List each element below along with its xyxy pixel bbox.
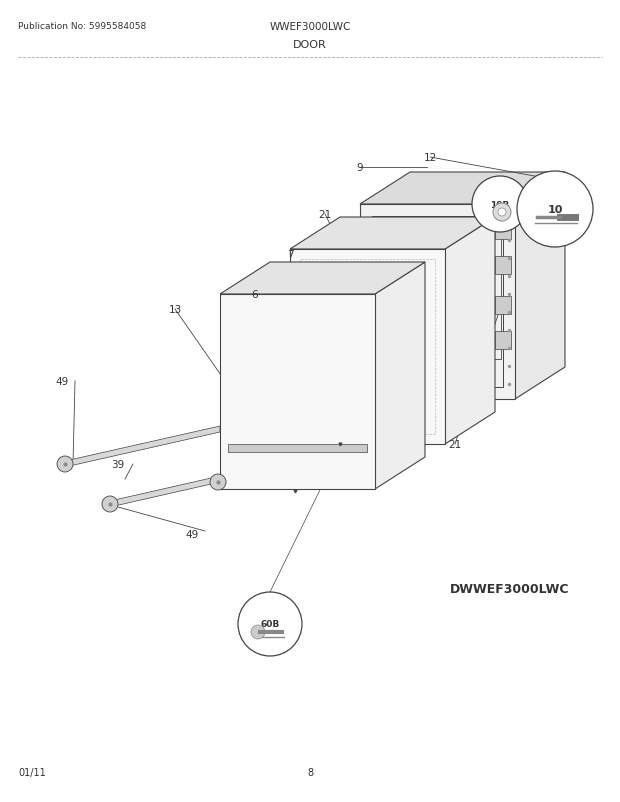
Circle shape xyxy=(498,209,506,217)
Polygon shape xyxy=(495,221,511,240)
Text: DWWEF3000LWC: DWWEF3000LWC xyxy=(450,583,570,596)
Polygon shape xyxy=(290,249,445,444)
Polygon shape xyxy=(65,427,220,468)
Text: 21: 21 xyxy=(319,210,332,220)
Polygon shape xyxy=(495,331,511,350)
Circle shape xyxy=(238,592,302,656)
Polygon shape xyxy=(495,257,511,274)
Polygon shape xyxy=(228,444,367,452)
Text: 13: 13 xyxy=(169,305,182,314)
Polygon shape xyxy=(220,263,425,294)
Polygon shape xyxy=(495,297,511,314)
Text: 12: 12 xyxy=(423,153,436,163)
Polygon shape xyxy=(360,205,515,399)
Text: 49: 49 xyxy=(55,376,69,387)
Circle shape xyxy=(472,176,528,233)
Circle shape xyxy=(102,496,118,512)
Circle shape xyxy=(493,204,511,221)
Polygon shape xyxy=(445,217,495,444)
Text: eReplacementParts.com: eReplacementParts.com xyxy=(247,449,373,460)
Text: Publication No: 5995584058: Publication No: 5995584058 xyxy=(18,22,146,31)
Circle shape xyxy=(57,456,73,472)
Text: 01/11: 01/11 xyxy=(18,767,46,777)
Polygon shape xyxy=(515,172,565,399)
Circle shape xyxy=(251,626,265,639)
Text: 8: 8 xyxy=(307,767,313,777)
Text: 60B: 60B xyxy=(260,620,280,629)
Text: 6: 6 xyxy=(252,290,259,300)
Text: DOOR: DOOR xyxy=(293,40,327,50)
Circle shape xyxy=(517,172,593,248)
Text: 7: 7 xyxy=(286,249,293,260)
Text: 49: 49 xyxy=(185,529,198,539)
Polygon shape xyxy=(290,217,495,249)
Polygon shape xyxy=(375,263,425,489)
Circle shape xyxy=(210,475,226,490)
Text: 21: 21 xyxy=(448,439,462,449)
Polygon shape xyxy=(220,294,375,489)
Text: 39: 39 xyxy=(112,460,125,469)
Text: 10: 10 xyxy=(547,205,563,215)
Polygon shape xyxy=(110,476,220,508)
Text: WWEF3000LWC: WWEF3000LWC xyxy=(269,22,351,32)
Polygon shape xyxy=(360,172,565,205)
Text: 9: 9 xyxy=(356,163,363,172)
Text: 10B: 10B xyxy=(490,200,510,209)
Polygon shape xyxy=(390,225,400,365)
